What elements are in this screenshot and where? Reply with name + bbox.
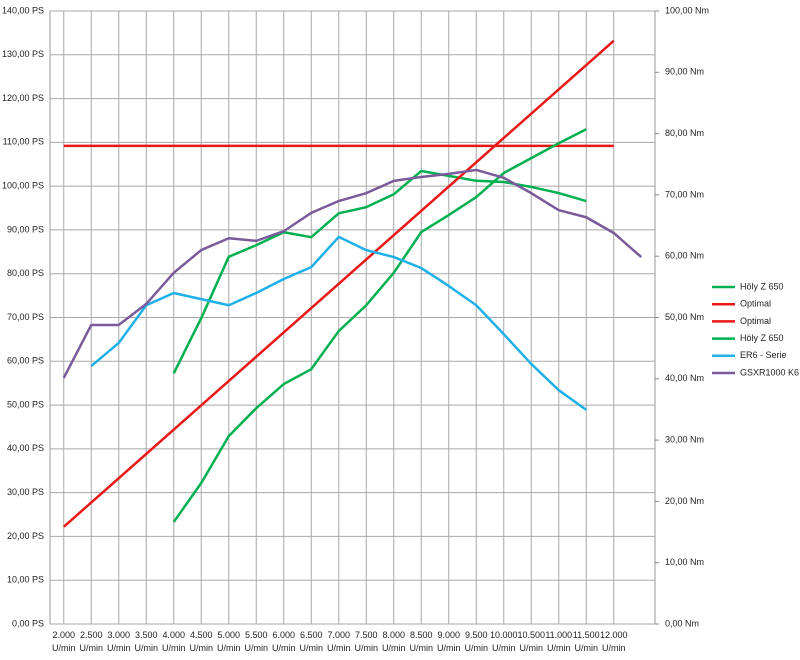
- x-tick-label-box: 8.500 U/min: [409, 630, 433, 653]
- x-tick-label: 7.000 U/min: [326, 630, 351, 653]
- x-tick-label-box: 7.500 U/min: [354, 630, 378, 653]
- y2-tick-label: 10,00 Nm: [665, 557, 704, 567]
- x-tick-label: 9.000 U/min: [436, 630, 461, 653]
- x-tick-label: 2.500 U/min: [79, 630, 103, 653]
- x-tick-label-box: 3.000 U/min: [106, 630, 131, 653]
- x-tick-label-box: 11.000 U/min: [545, 630, 573, 653]
- y-tick-label: 90,00 PS: [7, 224, 44, 234]
- y-tick-label: 0,00 PS: [12, 618, 44, 628]
- x-tick-label: 12.000 U/min: [599, 630, 628, 653]
- y-tick-label: 130,00 PS: [2, 49, 44, 59]
- y2-tick-label: 90,00 Nm: [665, 67, 704, 77]
- x-tick-label: 11.000 U/min: [545, 630, 573, 653]
- x-tick-label-box: 10.500 U/min: [517, 630, 546, 653]
- x-tick-label-box: 11.500 U/min: [572, 630, 600, 653]
- series-line: [62, 168, 643, 379]
- y-tick-label: 50,00 PS: [7, 399, 44, 409]
- x-tick-label: 5.500 U/min: [244, 630, 268, 653]
- x-tick-label: 9.500 U/min: [464, 630, 488, 653]
- x-tick-label-box: 2.500 U/min: [79, 630, 103, 653]
- x-tick-label: 8.000 U/min: [381, 630, 406, 653]
- y-tick-label: 140,00 PS: [2, 5, 44, 15]
- x-tick-label-box: 10.000 U/min: [489, 630, 518, 653]
- legend-label: GSXR1000 K6: [740, 367, 799, 377]
- legend-label: Optimal: [740, 316, 771, 326]
- x-tick-label-box: 8.000 U/min: [381, 630, 406, 653]
- x-tick-label: 11.500 U/min: [572, 630, 600, 653]
- legend-label: Optimal: [740, 299, 771, 309]
- y-tick-label: 70,00 PS: [7, 312, 44, 322]
- x-tick-label: 6.000 U/min: [271, 630, 296, 653]
- y-tick-label: 100,00 PS: [2, 181, 44, 191]
- x-tick-label: 3.500 U/min: [134, 630, 158, 653]
- legend-label: Höly Z 650: [740, 333, 784, 343]
- x-tick-label: 10.500 U/min: [517, 630, 546, 653]
- x-tick-label: 10.000 U/min: [489, 630, 518, 653]
- y-tick-label: 30,00 PS: [7, 487, 44, 497]
- y2-tick-label: 70,00 Nm: [665, 189, 704, 199]
- y2-tick-label: 100,00 Nm: [665, 5, 709, 15]
- y-tick-label: 60,00 PS: [7, 356, 44, 366]
- x-tick-label: 4.000 U/min: [161, 630, 186, 653]
- y2-tick-label: 80,00 Nm: [665, 128, 704, 138]
- x-tick-label-box: 12.000 U/min: [599, 630, 628, 653]
- x-tick-label-box: 5.500 U/min: [244, 630, 268, 653]
- y2-tick-label: 40,00 Nm: [665, 373, 704, 383]
- x-tick-label-box: 3.500 U/min: [134, 630, 158, 653]
- x-tick-label-box: 4.000 U/min: [161, 630, 186, 653]
- y2-tick-label: 0,00 Nm: [665, 618, 699, 628]
- x-tick-label-box: 4.500 U/min: [189, 630, 213, 653]
- x-tick-label-box: 6.000 U/min: [271, 630, 296, 653]
- x-tick-label: 7.500 U/min: [354, 630, 378, 653]
- legend-label: Höly Z 650: [740, 281, 784, 291]
- x-tick-label: 3.000 U/min: [106, 630, 131, 653]
- x-tick-label: 6.500 U/min: [299, 630, 323, 653]
- x-tick-label-box: 2.000 U/min: [51, 630, 76, 653]
- series-line: [172, 169, 587, 374]
- series-line: [172, 128, 587, 523]
- y-tick-label: 80,00 PS: [7, 268, 44, 278]
- x-tick-label: 5.000 U/min: [216, 630, 241, 653]
- y2-tick-label: 60,00 Nm: [665, 251, 704, 261]
- x-tick-label-box: 9.000 U/min: [436, 630, 461, 653]
- y-tick-label: 110,00 PS: [3, 137, 44, 147]
- x-tick-label: 8.500 U/min: [409, 630, 433, 653]
- y2-tick-label: 20,00 Nm: [665, 496, 704, 506]
- y-tick-label: 20,00 PS: [7, 531, 44, 541]
- y-tick-label: 120,00 PS: [2, 93, 44, 103]
- x-tick-label-box: 7.000 U/min: [326, 630, 351, 653]
- y-tick-label: 10,00 PS: [7, 575, 44, 585]
- y2-tick-label: 50,00 Nm: [665, 312, 704, 322]
- x-tick-label: 4.500 U/min: [189, 630, 213, 653]
- series-line: [90, 235, 587, 411]
- x-tick-label: 2.000 U/min: [51, 630, 76, 653]
- x-tick-label-box: 5.000 U/min: [216, 630, 241, 653]
- series-line: [62, 39, 615, 528]
- y2-tick-label: 30,00 Nm: [665, 434, 704, 444]
- legend-label: ER6 - Serie: [740, 350, 787, 360]
- x-tick-label-box: 6.500 U/min: [299, 630, 323, 653]
- y-tick-label: 40,00 PS: [7, 443, 44, 453]
- x-tick-label-box: 9.500 U/min: [464, 630, 488, 653]
